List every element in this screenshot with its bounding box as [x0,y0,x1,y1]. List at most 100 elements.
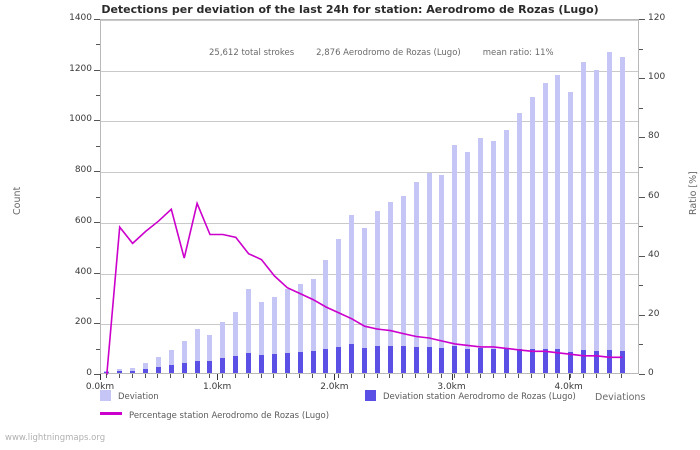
bar-segment-deviation [349,214,355,373]
bar [181,18,187,373]
bar-segment-deviation [271,296,277,373]
y-axis-tick [94,19,100,20]
y2-axis-tick-label: 120 [648,13,666,23]
gridline [101,324,638,325]
bar [568,18,574,373]
x-axis-tick-label: 1.0km [203,382,232,392]
x-axis-minor-tick [583,374,584,378]
bar-segment-deviation-station [581,350,587,373]
y-axis-minor-tick [96,349,100,350]
x-axis-minor-tick [389,374,390,378]
bar [130,18,136,373]
y-axis-minor-tick [96,44,100,45]
y-axis-tick-label: 1400 [69,13,92,23]
bar-segment-deviation [284,289,290,373]
bar-segment-deviation [465,152,471,373]
bar-segment-deviation-station [452,346,458,373]
bar-segment-deviation [143,363,149,373]
bar [542,18,548,373]
bar-segment-deviation [568,91,574,373]
bar-segment-deviation-station [181,363,187,373]
bar-segment-deviation-station [503,349,509,373]
bar-segment-deviation-station [259,354,265,373]
x-axis-label: Deviations [595,392,646,403]
y-axis-tick [94,120,100,121]
bar [529,18,535,373]
bar [336,18,342,373]
bar [478,18,484,373]
y2-axis-tick [639,197,645,198]
annotation-mean-ratio: mean ratio: 11% [482,48,554,58]
bar-segment-deviation [375,210,381,373]
bar-segment-deviation-station [336,346,342,373]
annotation-total-strokes: 25,612 total strokes [209,48,295,58]
x-axis-minor-tick [351,374,352,378]
bar-segment-deviation [503,129,509,373]
y2-axis-tick [639,256,645,257]
y-axis-tick [94,374,100,375]
bar [362,18,368,373]
y2-axis-tick [639,374,645,375]
bar [594,18,600,373]
x-axis-tick-label: 3.0km [437,382,466,392]
x-axis-minor-tick [106,374,107,378]
bar-segment-deviation-station [387,345,393,373]
x-axis-minor-tick [570,374,571,378]
bar-segment-deviation [542,82,548,373]
x-axis-minor-tick [557,374,558,378]
gridline [101,172,638,173]
x-axis-minor-tick [299,374,300,378]
bar [310,18,316,373]
bar-segment-deviation [310,279,316,373]
bar-segment-deviation [194,328,200,373]
bar-segment-deviation [362,228,368,373]
bar-segment-deviation [220,322,226,373]
bar-segment-deviation [400,195,406,373]
y2-axis-tick-label: 20 [648,308,660,319]
bar-segment-deviation [452,144,458,373]
x-axis-major-tick [217,374,218,380]
bar-segment-deviation-station [168,365,174,373]
x-axis-minor-tick [209,374,210,378]
y-axis-label-right: Ratio [%] [688,171,699,215]
gridline [101,274,638,275]
y-axis-minor-tick [96,146,100,147]
x-axis-minor-tick [402,374,403,378]
x-axis-minor-tick [415,374,416,378]
y-axis-tick-label: 400 [74,266,92,277]
y-axis-tick [94,70,100,71]
bar-segment-deviation [181,340,187,373]
bar [271,18,277,373]
bar [375,18,381,373]
legend-item[interactable]: Deviation [100,390,159,402]
legend-label: Deviation [118,392,159,402]
bar-segment-deviation [246,289,252,373]
x-axis-tick-label: 0.0km [85,382,115,392]
legend-color-swatch [365,390,376,401]
x-axis-minor-tick [312,374,313,378]
bar [491,18,497,373]
y-axis-tick-label: 1000 [69,114,92,125]
y2-axis-tick [639,78,645,79]
y-axis-tick-label: 800 [74,165,92,176]
x-axis-minor-tick [248,374,249,378]
bar [516,18,522,373]
y2-axis-tick-label: 100 [648,72,666,83]
bar-segment-deviation-station [568,351,574,373]
bar-segment-deviation-station [155,367,161,373]
legend-item[interactable]: Deviation station Aerodromo de Rozas (Lu… [365,390,576,402]
x-axis-minor-tick [338,374,339,378]
bar-segment-deviation [323,260,329,373]
legend-item[interactable]: Percentage station Aerodromo de Rozas (L… [100,411,329,421]
bar-segment-deviation-station [233,356,239,373]
y-axis-tick-label: 600 [74,215,92,226]
bar-segment-deviation-station [143,369,149,373]
y-axis-minor-tick [96,298,100,299]
bar-segment-deviation [581,62,587,373]
bar-segment-deviation-station [375,346,381,373]
bar-segment-deviation-station [194,360,200,373]
bar [503,18,509,373]
x-axis-minor-tick [480,374,481,378]
y2-axis-tick [639,19,645,20]
bar-segment-deviation-station [130,370,136,373]
